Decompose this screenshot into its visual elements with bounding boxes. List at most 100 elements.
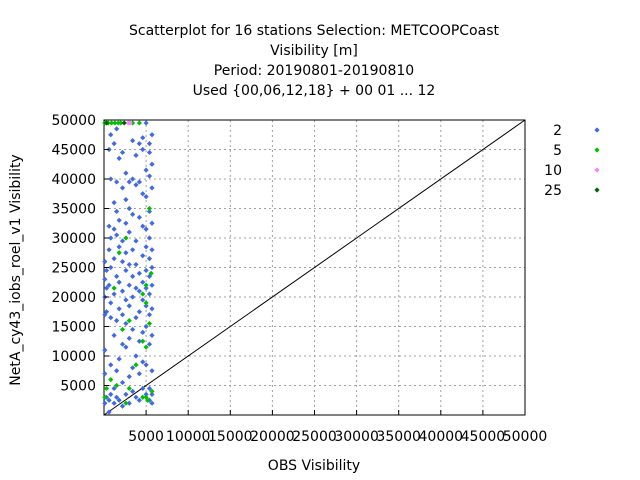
data-point: [146, 320, 153, 327]
data-point: [102, 347, 108, 353]
data-point: [140, 338, 146, 344]
data-point: [143, 362, 149, 368]
data-point: [103, 385, 110, 392]
data-point: [119, 326, 126, 333]
data-point: [123, 235, 129, 241]
data-point: [119, 288, 126, 294]
data-point: [123, 220, 129, 226]
data-point: [140, 135, 146, 141]
data-point: [149, 161, 155, 167]
data-point: [111, 226, 117, 232]
data-point: [126, 303, 132, 309]
data-point: [130, 247, 136, 253]
data-point: [149, 185, 155, 191]
data-point: [106, 247, 112, 253]
data-point: [149, 247, 155, 253]
x-tick-label: 35000: [376, 429, 421, 445]
data-point: [143, 120, 149, 126]
data-point: [145, 397, 151, 403]
data-point: [102, 400, 108, 406]
data-point: [133, 238, 139, 244]
data-point: [108, 176, 114, 182]
y-axis-label: NetA_cy43_iobs_roel_v1 Visibility: [8, 154, 24, 385]
data-point: [146, 205, 153, 212]
data-point: [116, 397, 122, 403]
data-point: [111, 385, 117, 392]
data-point: [103, 285, 110, 291]
data-point: [149, 132, 155, 138]
data-point: [130, 176, 136, 182]
data-point: [108, 391, 114, 397]
data-point: [123, 391, 129, 397]
data-point: [143, 323, 149, 330]
data-point: [148, 270, 154, 276]
data-point: [106, 409, 112, 415]
data-point: [133, 261, 139, 268]
legend-marker: [594, 187, 600, 193]
x-tick-label: 10000: [166, 429, 211, 445]
data-point: [127, 120, 133, 126]
y-tick-label: 10000: [51, 349, 96, 365]
x-tick-label: 40000: [419, 429, 464, 445]
data-point: [133, 394, 139, 400]
data-point: [114, 232, 120, 238]
data-point: [111, 332, 117, 338]
data-point: [114, 394, 120, 400]
data-point: [103, 120, 110, 126]
chart-title: Scatterplot for 16 stations Selection: M…: [129, 23, 499, 99]
data-point: [149, 388, 155, 394]
data-point: [114, 382, 120, 389]
data-point: [112, 120, 118, 126]
data-point: [123, 267, 129, 274]
data-point: [126, 229, 132, 235]
data-point: [136, 179, 142, 185]
data-point: [130, 211, 136, 217]
data-point: [149, 400, 155, 406]
data-point: [108, 264, 114, 271]
data-point: [126, 335, 132, 341]
y-tick-label: 15000: [51, 320, 96, 336]
data-point: [108, 300, 114, 306]
data-point: [106, 146, 112, 153]
data-point: [140, 385, 146, 392]
data-point: [133, 353, 139, 359]
title-line-2: Visibility [m]: [270, 43, 358, 59]
data-point: [146, 141, 153, 147]
data-point: [149, 368, 155, 374]
y-tick-label: 5000: [60, 379, 96, 395]
data-point: [149, 282, 155, 288]
data-point: [136, 309, 142, 315]
data-point: [146, 312, 153, 318]
axis-ticks: 5000 100001500020000250003000035000400004…: [51, 113, 547, 445]
data-point: [140, 146, 146, 153]
legend-label: 2: [553, 123, 562, 139]
data-point: [143, 244, 149, 250]
data-point: [106, 223, 112, 229]
legend-label: 5: [553, 143, 562, 159]
series-2: [102, 120, 155, 415]
legend-marker: [594, 127, 600, 133]
data-point: [146, 341, 153, 347]
data-point: [140, 394, 146, 400]
identity-diagonal-line: [103, 119, 526, 416]
data-point: [140, 223, 146, 229]
data-point: [149, 306, 155, 312]
data-point: [108, 120, 115, 126]
data-point: [116, 356, 122, 362]
data-point: [111, 141, 117, 147]
series-25: [103, 120, 127, 126]
title-line-3: Period: 20190801-20190810: [214, 63, 414, 79]
data-point: [106, 282, 112, 288]
data-point: [133, 362, 139, 368]
data-point: [119, 185, 126, 191]
data-point: [149, 332, 155, 338]
data-point: [126, 318, 132, 324]
data-point: [143, 300, 149, 306]
y-tick-label: 35000: [51, 202, 96, 218]
data-point: [146, 173, 153, 179]
y-tick-label: 30000: [51, 231, 96, 247]
x-tick-label: 25000: [292, 429, 337, 445]
data-point: [146, 291, 153, 297]
data-point: [119, 259, 126, 265]
